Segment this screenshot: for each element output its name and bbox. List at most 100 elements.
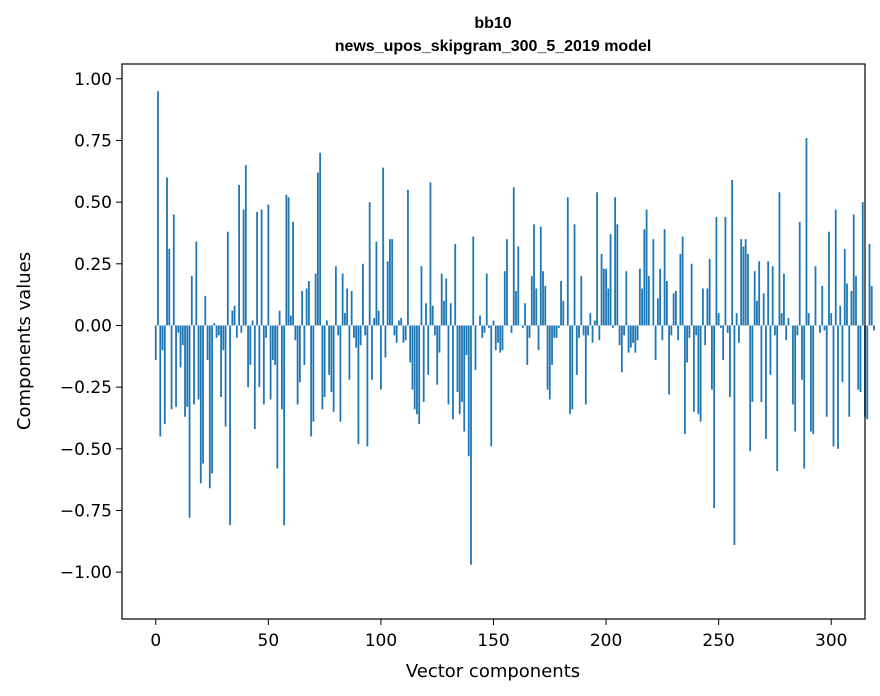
bar bbox=[774, 325, 776, 336]
bar bbox=[841, 325, 844, 383]
bar bbox=[258, 325, 261, 388]
bar bbox=[618, 325, 621, 346]
bar bbox=[413, 325, 416, 410]
bar bbox=[506, 239, 508, 326]
bar bbox=[846, 283, 848, 326]
bar bbox=[193, 325, 195, 405]
x-axis: 0 50 100 150 200 250 300 bbox=[150, 619, 847, 651]
bar bbox=[852, 214, 855, 326]
bar bbox=[623, 325, 625, 336]
bar bbox=[195, 241, 198, 326]
bar bbox=[206, 325, 209, 360]
bar bbox=[319, 152, 322, 326]
bar bbox=[625, 271, 628, 326]
bar bbox=[418, 325, 421, 425]
bar bbox=[312, 325, 315, 422]
bar bbox=[679, 253, 682, 326]
bar bbox=[479, 315, 481, 326]
bar bbox=[638, 268, 641, 326]
bar bbox=[242, 209, 245, 326]
bar bbox=[199, 325, 202, 484]
bar bbox=[488, 325, 490, 328]
bar bbox=[267, 204, 270, 326]
bar bbox=[868, 244, 871, 326]
bar bbox=[483, 325, 486, 333]
chart-subtitle: news_upos_skipgram_300_5_2019 model bbox=[335, 38, 652, 55]
bar bbox=[271, 325, 274, 360]
bars-group bbox=[154, 91, 875, 565]
bar bbox=[190, 276, 193, 326]
bar bbox=[481, 325, 484, 338]
bar bbox=[465, 325, 468, 356]
bar bbox=[616, 224, 619, 326]
bar bbox=[596, 192, 598, 326]
y-tick-label: 0.00 bbox=[74, 316, 112, 336]
bar bbox=[334, 266, 337, 326]
bar bbox=[380, 325, 382, 390]
bar bbox=[452, 325, 454, 420]
bar bbox=[177, 325, 180, 333]
bar bbox=[780, 313, 783, 326]
bar bbox=[814, 266, 817, 326]
bar bbox=[866, 325, 869, 420]
bar bbox=[857, 325, 860, 390]
bar bbox=[566, 197, 569, 326]
bar bbox=[695, 325, 698, 336]
bar bbox=[307, 281, 310, 326]
bar bbox=[339, 325, 342, 422]
bar bbox=[661, 325, 664, 341]
bar bbox=[301, 290, 304, 326]
bar bbox=[395, 325, 398, 343]
bar bbox=[584, 325, 587, 405]
bar bbox=[328, 325, 331, 375]
bar bbox=[756, 300, 758, 326]
bar bbox=[425, 303, 427, 326]
bar bbox=[605, 268, 607, 326]
bar bbox=[321, 325, 324, 410]
bar bbox=[217, 325, 220, 336]
bar bbox=[537, 325, 540, 351]
bar bbox=[533, 224, 535, 326]
bar bbox=[305, 288, 308, 326]
bar bbox=[607, 288, 610, 326]
bar bbox=[699, 325, 702, 422]
bar bbox=[683, 325, 686, 434]
bar bbox=[753, 271, 756, 326]
bar bbox=[447, 325, 450, 405]
bar bbox=[762, 293, 765, 326]
bar bbox=[454, 244, 457, 326]
bar bbox=[825, 325, 828, 417]
bar bbox=[643, 229, 646, 326]
bar bbox=[316, 172, 319, 326]
y-tick-label: 0.25 bbox=[74, 255, 112, 275]
bar bbox=[656, 298, 659, 326]
bar bbox=[573, 224, 576, 326]
bar bbox=[821, 286, 824, 326]
bar bbox=[344, 313, 346, 326]
bar bbox=[226, 231, 229, 326]
bar bbox=[539, 226, 542, 326]
bar bbox=[168, 249, 171, 326]
bar bbox=[634, 325, 637, 353]
x-tick-label: 300 bbox=[815, 631, 847, 651]
bar bbox=[837, 325, 839, 449]
bar bbox=[391, 239, 394, 326]
bar bbox=[751, 325, 754, 402]
bar bbox=[663, 229, 666, 326]
bar bbox=[436, 325, 439, 385]
bar bbox=[587, 325, 589, 336]
bar bbox=[434, 325, 436, 336]
bar bbox=[163, 325, 166, 425]
bar bbox=[593, 320, 596, 326]
bar bbox=[303, 325, 306, 365]
y-axis-label: Components values bbox=[14, 252, 35, 430]
bar bbox=[280, 325, 283, 410]
bar bbox=[330, 325, 333, 393]
bar bbox=[717, 313, 720, 326]
bar bbox=[166, 177, 168, 326]
bar bbox=[785, 325, 788, 341]
bar bbox=[389, 239, 391, 326]
bar bbox=[472, 236, 475, 326]
bar bbox=[283, 325, 286, 526]
